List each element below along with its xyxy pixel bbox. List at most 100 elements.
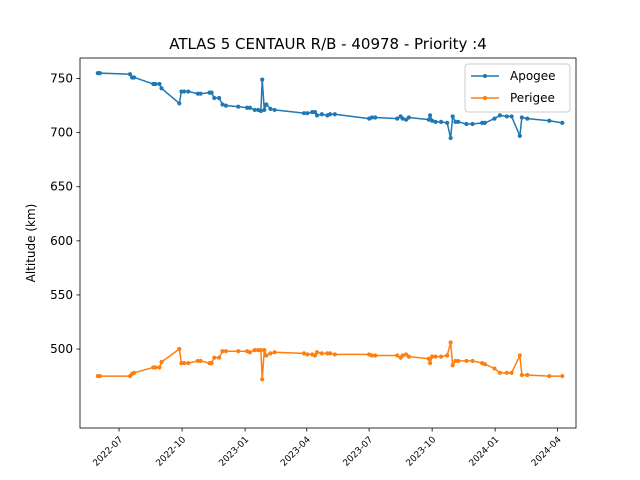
- perigee-point: [332, 352, 337, 357]
- y-tick-label: 550: [50, 288, 73, 302]
- apogee-point: [262, 107, 267, 113]
- perigee-point: [314, 350, 320, 355]
- perigee-point: [517, 353, 522, 358]
- perigee-point: [400, 353, 405, 358]
- perigee-point: [560, 373, 565, 379]
- apogee-point: [314, 113, 320, 118]
- apogee-point: [157, 81, 162, 87]
- perigee-point: [525, 372, 530, 378]
- perigee-line: [97, 341, 563, 381]
- perigee-point: [448, 340, 453, 345]
- perigee-point: [305, 352, 310, 357]
- apogee-point: [312, 109, 318, 115]
- y-tick-label: 500: [50, 342, 73, 356]
- legend-perigee-marker: [482, 95, 488, 101]
- apogee-point: [153, 81, 158, 87]
- perigee-point: [395, 353, 400, 358]
- apogee-point: [433, 119, 438, 124]
- apogee-point: [400, 116, 405, 121]
- apogee-point: [456, 119, 461, 124]
- perigee-point: [406, 354, 411, 359]
- perigee-point: [438, 354, 444, 359]
- legend: Apogee Perigee: [464, 63, 571, 113]
- apogee-point: [448, 135, 453, 141]
- y-axis-label: Altitude (km): [24, 204, 38, 283]
- plot-area: [95, 71, 565, 382]
- apogee-point: [264, 102, 269, 107]
- perigee-point: [301, 351, 307, 356]
- apogee-point: [327, 112, 333, 117]
- x-tick-label: 2023-10: [405, 435, 439, 469]
- apogee-point: [406, 115, 411, 120]
- apogee-point: [450, 114, 455, 119]
- apogee-point: [209, 90, 214, 95]
- apogee-point: [212, 95, 217, 101]
- perigee-point: [482, 362, 487, 367]
- perigee-point: [182, 360, 187, 366]
- chart-title: ATLAS 5 CENTAUR R/B - 40978 - Priority :…: [169, 35, 487, 53]
- perigee-point: [236, 349, 241, 354]
- perigee-point: [212, 355, 217, 360]
- perigee-point: [153, 365, 158, 370]
- perigee-point: [258, 348, 263, 353]
- apogee-point: [305, 111, 310, 116]
- apogee-point: [186, 89, 191, 94]
- y-tick-label: 750: [50, 72, 73, 86]
- apogee-point: [395, 116, 400, 121]
- apogee-point: [525, 116, 530, 121]
- perigee-point: [264, 353, 269, 358]
- axes-frame: [79, 57, 577, 429]
- apogee-point: [470, 121, 475, 127]
- apogee-point: [268, 106, 273, 111]
- apogee-point: [492, 116, 497, 121]
- apogee-point: [369, 115, 374, 120]
- apogee-point: [319, 112, 324, 117]
- apogee-point: [509, 114, 514, 119]
- apogee-point: [260, 77, 265, 82]
- apogee-point: [198, 91, 203, 96]
- x-tick-label: 2024-04: [530, 435, 564, 469]
- perigee-point: [456, 358, 461, 364]
- x-tick-label: 2023-07: [342, 435, 376, 469]
- perigee-point: [470, 358, 475, 364]
- perigee-point: [519, 372, 524, 378]
- perigee-point: [319, 351, 324, 356]
- apogee-point: [464, 121, 469, 127]
- perigee-point: [247, 350, 253, 355]
- perigee-point: [312, 353, 318, 358]
- x-tick-label: 2022-10: [155, 435, 189, 469]
- perigee-point: [445, 353, 450, 358]
- perigee-point: [216, 355, 222, 360]
- perigee-point: [186, 360, 191, 366]
- perigee-point: [433, 354, 438, 359]
- perigee-point: [260, 377, 265, 382]
- perigee-point: [504, 370, 509, 375]
- perigee-point: [450, 363, 455, 368]
- perigee-point: [547, 373, 552, 379]
- apogee-point: [517, 133, 522, 138]
- perigee-point: [492, 366, 497, 371]
- apogee-point: [373, 115, 378, 120]
- y-tick-label: 600: [50, 234, 73, 248]
- perigee-point: [272, 350, 277, 355]
- apogee-point: [430, 118, 435, 123]
- apogee-point: [519, 115, 524, 120]
- perigee-point: [97, 373, 102, 379]
- perigee-point: [157, 365, 162, 370]
- legend-apogee-marker: [482, 73, 488, 79]
- apogee-point: [252, 107, 257, 113]
- perigee-point: [327, 351, 333, 356]
- apogee-point: [547, 118, 552, 123]
- apogee-point: [216, 95, 222, 101]
- apogee-point: [445, 120, 450, 126]
- perigee-point: [369, 353, 374, 358]
- apogee-point: [438, 119, 444, 124]
- apogee-point: [177, 101, 182, 106]
- perigee-point: [373, 353, 378, 358]
- y-axis: 500 550 600 650 700 750: [50, 72, 80, 356]
- x-tick-label: 2023-01: [218, 435, 252, 469]
- perigee-point: [268, 351, 273, 356]
- perigee-point: [497, 370, 503, 375]
- perigee-point: [430, 354, 435, 359]
